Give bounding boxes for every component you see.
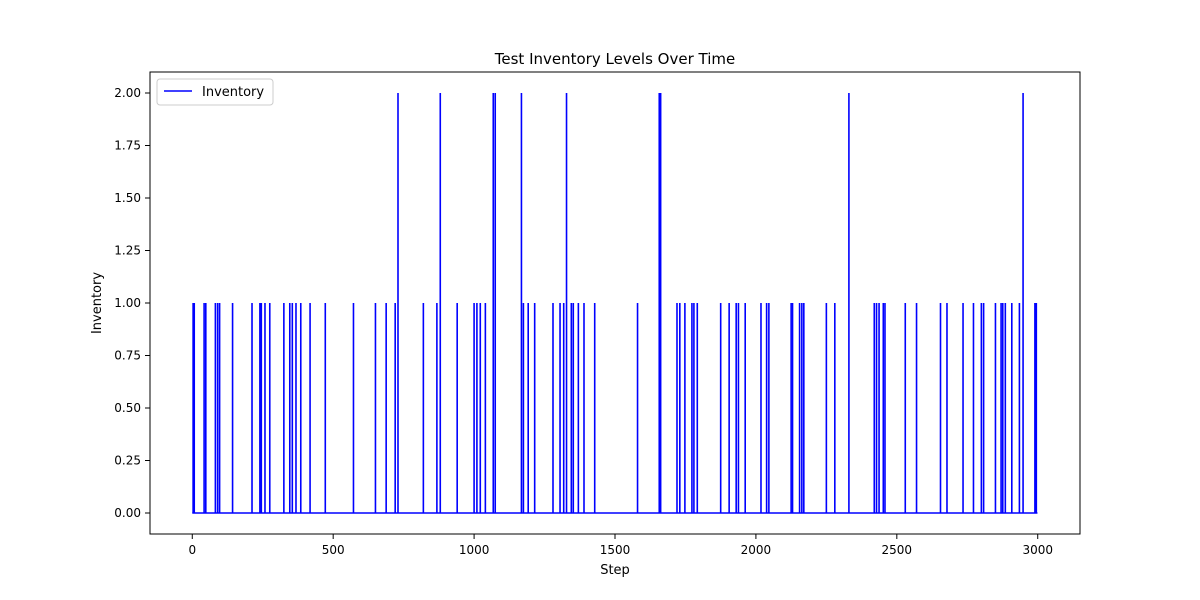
- legend-box: [156, 78, 274, 106]
- legend: Inventory: [156, 78, 274, 106]
- y-tick-label: 0.75: [114, 349, 141, 363]
- x-tick-label: 500: [322, 543, 345, 557]
- x-axis-label: Step: [600, 563, 630, 578]
- y-tick-label: 2.00: [114, 86, 141, 100]
- y-tick-label: 0.50: [114, 401, 141, 415]
- legend-entry-inventory: Inventory: [202, 85, 264, 100]
- x-tick-label: 2000: [741, 543, 772, 557]
- plot-area: [192, 93, 1038, 514]
- x-tick-label: 1000: [459, 543, 490, 557]
- y-tick-label: 1.75: [114, 139, 141, 153]
- x-tick-label: 1500: [600, 543, 631, 557]
- x-tick-label: 0: [188, 543, 196, 557]
- y-tick-label: 1.50: [114, 191, 141, 205]
- y-tick-label: 0.25: [114, 454, 141, 468]
- y-tick-label: 1.25: [114, 244, 141, 258]
- x-tick-label: 2500: [882, 543, 913, 557]
- y-axis-label: Inventory: [90, 272, 105, 334]
- x-tick-label: 3000: [1022, 543, 1053, 557]
- y-tick-label: 0.00: [114, 506, 141, 520]
- y-axis-ticks: 0.00 0.25 0.50 0.75 1.00 1.25 1.50 1.75 2.00: [114, 86, 150, 520]
- chart-title: Test Inventory Levels Over Time: [494, 50, 735, 68]
- y-tick-label: 1.00: [114, 296, 141, 310]
- x-axis-ticks: 0 500 1000 1500 2000 2500 3000: [188, 534, 1053, 557]
